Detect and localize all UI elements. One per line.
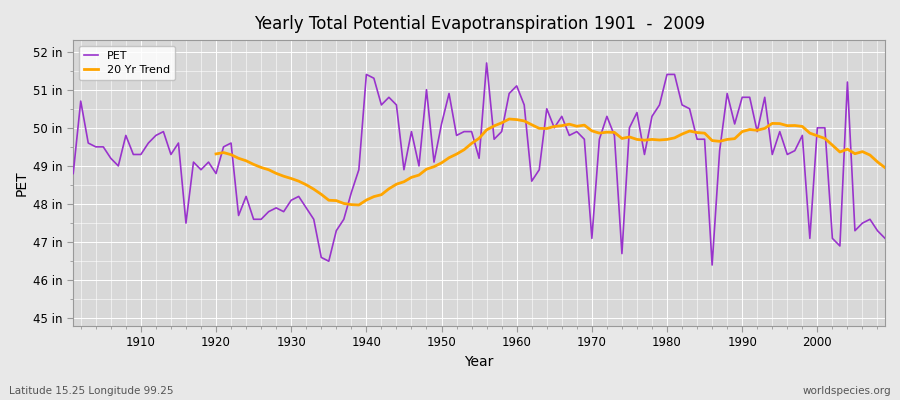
PET [518, 102, 529, 107]
Line: PET: PET [73, 63, 885, 265]
PET [511, 84, 522, 88]
X-axis label: Year: Year [464, 355, 494, 369]
20 Yr Trend [421, 167, 432, 172]
PET [338, 217, 349, 222]
PET [482, 60, 492, 65]
20 Yr Trend [504, 117, 515, 122]
PET [128, 152, 139, 157]
Text: Latitude 15.25 Longitude 99.25: Latitude 15.25 Longitude 99.25 [9, 386, 174, 396]
20 Yr Trend [865, 153, 876, 158]
Y-axis label: PET: PET [15, 170, 29, 196]
PET [68, 171, 78, 176]
20 Yr Trend [692, 130, 703, 135]
20 Yr Trend [796, 124, 807, 129]
PET [609, 133, 620, 138]
Title: Yearly Total Potential Evapotranspiration 1901  -  2009: Yearly Total Potential Evapotranspiratio… [254, 15, 705, 33]
Line: 20 Yr Trend: 20 Yr Trend [216, 119, 885, 205]
PET [293, 194, 304, 199]
Legend: PET, 20 Yr Trend: PET, 20 Yr Trend [79, 46, 176, 80]
Text: worldspecies.org: worldspecies.org [803, 386, 891, 396]
PET [706, 263, 717, 268]
20 Yr Trend [301, 182, 311, 187]
20 Yr Trend [211, 152, 221, 156]
20 Yr Trend [879, 165, 890, 170]
PET [879, 236, 890, 241]
20 Yr Trend [354, 202, 364, 207]
20 Yr Trend [782, 123, 793, 128]
